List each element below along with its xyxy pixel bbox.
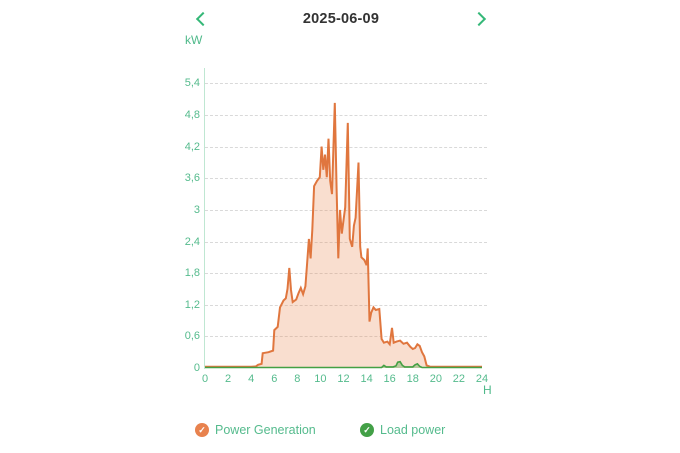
- previous-day-button[interactable]: [188, 8, 214, 30]
- x-tick-label: 24: [475, 373, 489, 385]
- power-chart-canvas[interactable]: [205, 60, 485, 375]
- x-tick-label: 20: [429, 373, 442, 385]
- gridline: [205, 241, 487, 243]
- y-tick-label: 5,4: [184, 77, 200, 90]
- y-tick-label: 3,6: [184, 172, 200, 185]
- y-tick-label: 3: [193, 203, 200, 216]
- check-circle-icon: ✓: [195, 423, 209, 437]
- legend-item-power-generation[interactable]: ✓ Power Generation: [195, 423, 316, 437]
- y-axis-line: [204, 68, 205, 369]
- y-tick-label: 1,8: [184, 267, 200, 280]
- x-tick-label: 4: [248, 373, 255, 385]
- x-tick-label: 12: [337, 373, 350, 385]
- x-tick-label: 8: [294, 373, 301, 385]
- y-tick-label: 2,4: [184, 235, 200, 248]
- legend-label: Load power: [380, 423, 446, 437]
- power-generation-area: [205, 102, 482, 369]
- x-tick-label: 6: [271, 373, 278, 385]
- check-icon: ✓: [363, 424, 371, 435]
- y-tick-label: 0,6: [184, 330, 200, 343]
- check-icon: ✓: [198, 424, 206, 435]
- y-tick-label: 4,8: [184, 109, 200, 122]
- power-generation-line: [205, 102, 482, 368]
- check-circle-icon: ✓: [360, 423, 374, 437]
- x-tick-label: 14: [360, 373, 373, 385]
- x-tick-label: 2: [225, 373, 232, 385]
- gridline: [205, 273, 487, 275]
- chevron-right-icon: [471, 11, 487, 27]
- gridline: [205, 146, 487, 148]
- date-title: 2025-06-09: [302, 11, 380, 27]
- next-day-button[interactable]: [468, 8, 494, 30]
- legend-label: Power Generation: [215, 423, 316, 437]
- x-axis-unit-label: H: [483, 383, 492, 397]
- y-axis-unit-label: kW: [185, 33, 203, 47]
- y-tick-label: 4,2: [184, 140, 200, 153]
- x-tick-label: 10: [314, 373, 327, 385]
- gridline: [205, 83, 487, 85]
- load-power-line: [205, 360, 482, 369]
- x-tick-label: 16: [383, 373, 396, 385]
- gridline: [205, 304, 487, 306]
- x-tick-label: 18: [406, 373, 419, 385]
- legend-item-load-power[interactable]: ✓ Load power: [360, 423, 445, 437]
- gridline: [205, 336, 487, 338]
- gridline: [205, 209, 487, 211]
- y-tick-label: 1,2: [184, 298, 200, 311]
- gridline: [205, 115, 487, 117]
- y-tick-label: 0: [193, 362, 200, 374]
- date-navigation-header: 2025-06-09: [188, 8, 494, 30]
- chevron-left-icon: [195, 11, 211, 27]
- x-tick-label: 22: [452, 373, 466, 385]
- x-tick-label: 0: [201, 373, 209, 385]
